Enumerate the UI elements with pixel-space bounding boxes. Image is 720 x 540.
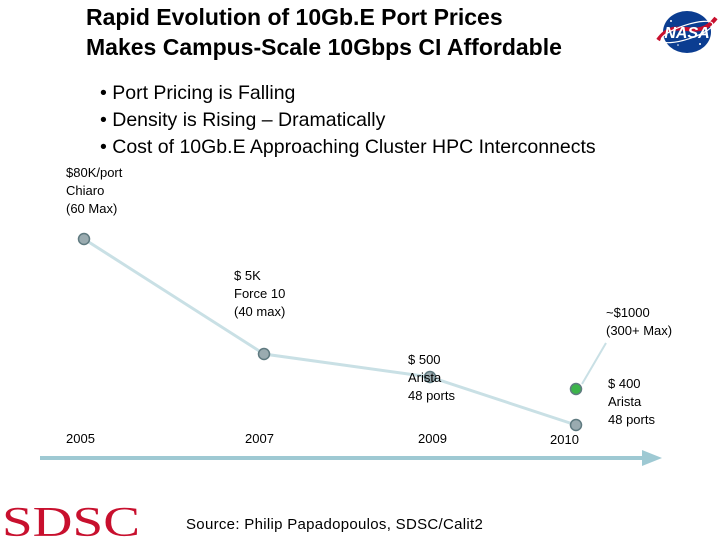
title-line-1: Rapid Evolution of 10Gb.E Port Prices (86, 4, 503, 30)
x-tick-label: 2007 (245, 431, 274, 446)
source-credit: Source: Philip Papadopoulos, SDSC/Calit2 (186, 516, 484, 533)
price-chart: 2005 2007 2009 2010 $80K/port Chiaro (60 Max) $… (40, 165, 672, 466)
data-label-2010: $ 400 Arista 48 ports (608, 376, 655, 427)
sdsc-wordmark: SDSC (2, 500, 140, 540)
x-axis-arrowhead (642, 450, 662, 466)
nasa-wordmark: NASA (664, 25, 709, 42)
data-label-2009: $ 500 Arista 48 ports (408, 352, 455, 403)
bullet-item: Density is Rising – Dramatically (100, 107, 596, 134)
data-label-2007: $ 5K Force 10 (40 max) (234, 268, 285, 319)
data-point-2010 (569, 418, 583, 432)
sdsc-logo: SDSC (2, 500, 140, 540)
bullet-item: Cost of 10Gb.E Approaching Cluster HPC I… (100, 134, 595, 161)
title-line-2: Makes Campus-Scale 10Gbps CI Affordable (86, 34, 562, 60)
x-tick-label: 2009 (418, 431, 447, 446)
highlight-point (569, 382, 583, 396)
data-point-2005 (77, 232, 91, 246)
slide-title: Rapid Evolution of 10Gb.E Port Prices Ma… (86, 2, 686, 62)
x-tick-label: 2010 (550, 432, 579, 447)
x-tick-label: 2005 (66, 431, 95, 446)
bullet-item: Port Pricing is Falling (100, 80, 596, 107)
highlight-label: ~$1000 (300+ Max) (606, 305, 672, 338)
nasa-logo: NASA (656, 11, 718, 53)
data-label-2005: $80K/port Chiaro (60 Max) (66, 165, 123, 216)
highlight-connector (581, 342, 607, 385)
data-point-2007 (257, 347, 271, 361)
series-line (83, 237, 577, 427)
bullet-list: Port Pricing is Falling Density is Risin… (100, 80, 596, 161)
data-point-2009 (423, 370, 437, 384)
